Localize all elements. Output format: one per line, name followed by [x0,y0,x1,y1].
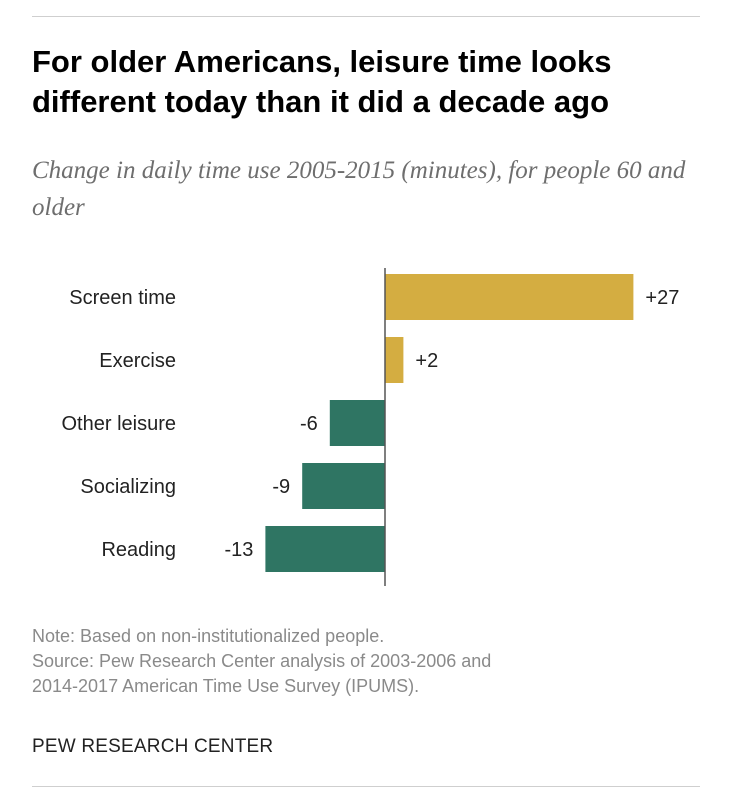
bars-layer: Screen time +27 Exercise +2 Other leisure -6 S… [62,274,679,572]
category-label: Screen time [69,287,176,309]
source-text-line2: 2014-2017 American Time Use Survey (IPUM… [32,676,420,696]
value-label: -13 [224,539,253,561]
chart-title: For older Americans, leisure time looks … [32,44,612,119]
value-label: +2 [415,350,438,372]
bar-chart: Screen time +27 Exercise +2 Other leisure -6 S… [62,268,679,586]
category-label: Reading [101,539,176,561]
bar-other-leisure [329,400,385,446]
top-rule [32,16,700,17]
value-label: -6 [300,413,318,435]
value-label: +27 [645,287,679,309]
category-label: Other leisure [62,413,177,435]
footnote: Note: Based on non-institutionalized peo… [32,624,722,699]
category-label: Exercise [99,350,176,372]
bar-reading [265,526,385,572]
source-text-line1: Source: Pew Research Center analysis of … [32,651,492,671]
bar-exercise [385,337,404,383]
bar-socializing [302,463,385,509]
bar-screen-time [385,274,634,320]
bottom-rule [32,786,700,787]
note-text: Note: Based on non-institutionalized peo… [32,626,385,646]
category-label: Socializing [80,476,176,498]
chart-subtitle: Change in daily time use 2005-2015 (minu… [32,157,686,221]
value-label: -9 [272,476,290,498]
brand-name: PEW RESEARCH CENTER [32,736,274,757]
